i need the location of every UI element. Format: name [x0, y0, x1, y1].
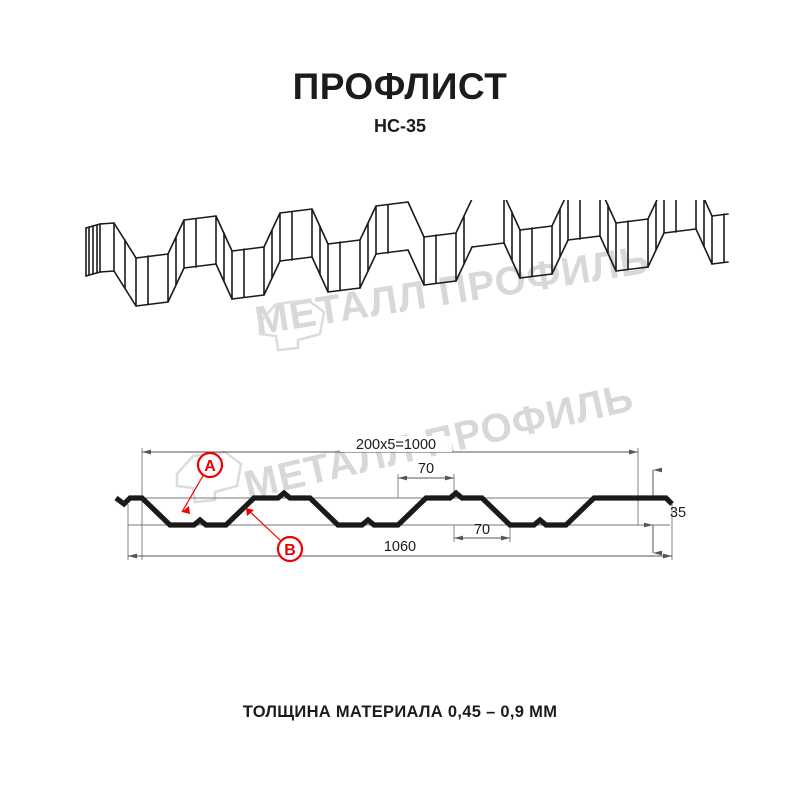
callout-a-label: A [204, 458, 216, 475]
callout-b-label: B [284, 542, 296, 559]
isometric-view [80, 180, 730, 360]
dimension-height: 35 [644, 467, 686, 556]
dimension-bottom-flat: 70 [454, 522, 510, 541]
callout-b-circle [276, 535, 304, 563]
callout-a-circle [196, 451, 224, 479]
callout-a: A [181, 451, 224, 514]
dimension-pitch-label: 200x5=1000 [356, 437, 436, 453]
dimension-pitch: 200x5=1000 [142, 436, 638, 455]
dimension-top-flat-label: 70 [418, 461, 434, 477]
dimension-total-width: 1060 [128, 538, 672, 559]
dimension-bottom-flat-label: 70 [474, 522, 490, 538]
page-subtitle: НС-35 [373, 116, 426, 136]
page-title: ПРОФЛИСТ [292, 66, 508, 107]
dimension-top-flat: 70 [398, 461, 454, 481]
dimension-height-label: 35 [670, 505, 686, 521]
profile-section-path [114, 489, 674, 528]
material-thickness-note: ТОЛЩИНА МАТЕРИАЛА 0,45 – 0,9 ММ [242, 703, 558, 721]
isometric-profile-sheet [85, 180, 729, 307]
dimension-total-width-label: 1060 [384, 539, 416, 555]
cross-section-drawing: 200x5=1000 70 70 35 1060 [114, 436, 686, 563]
technical-drawing: 200x5=1000 70 70 35 1060 [110, 430, 710, 590]
callout-b: B [245, 507, 304, 563]
